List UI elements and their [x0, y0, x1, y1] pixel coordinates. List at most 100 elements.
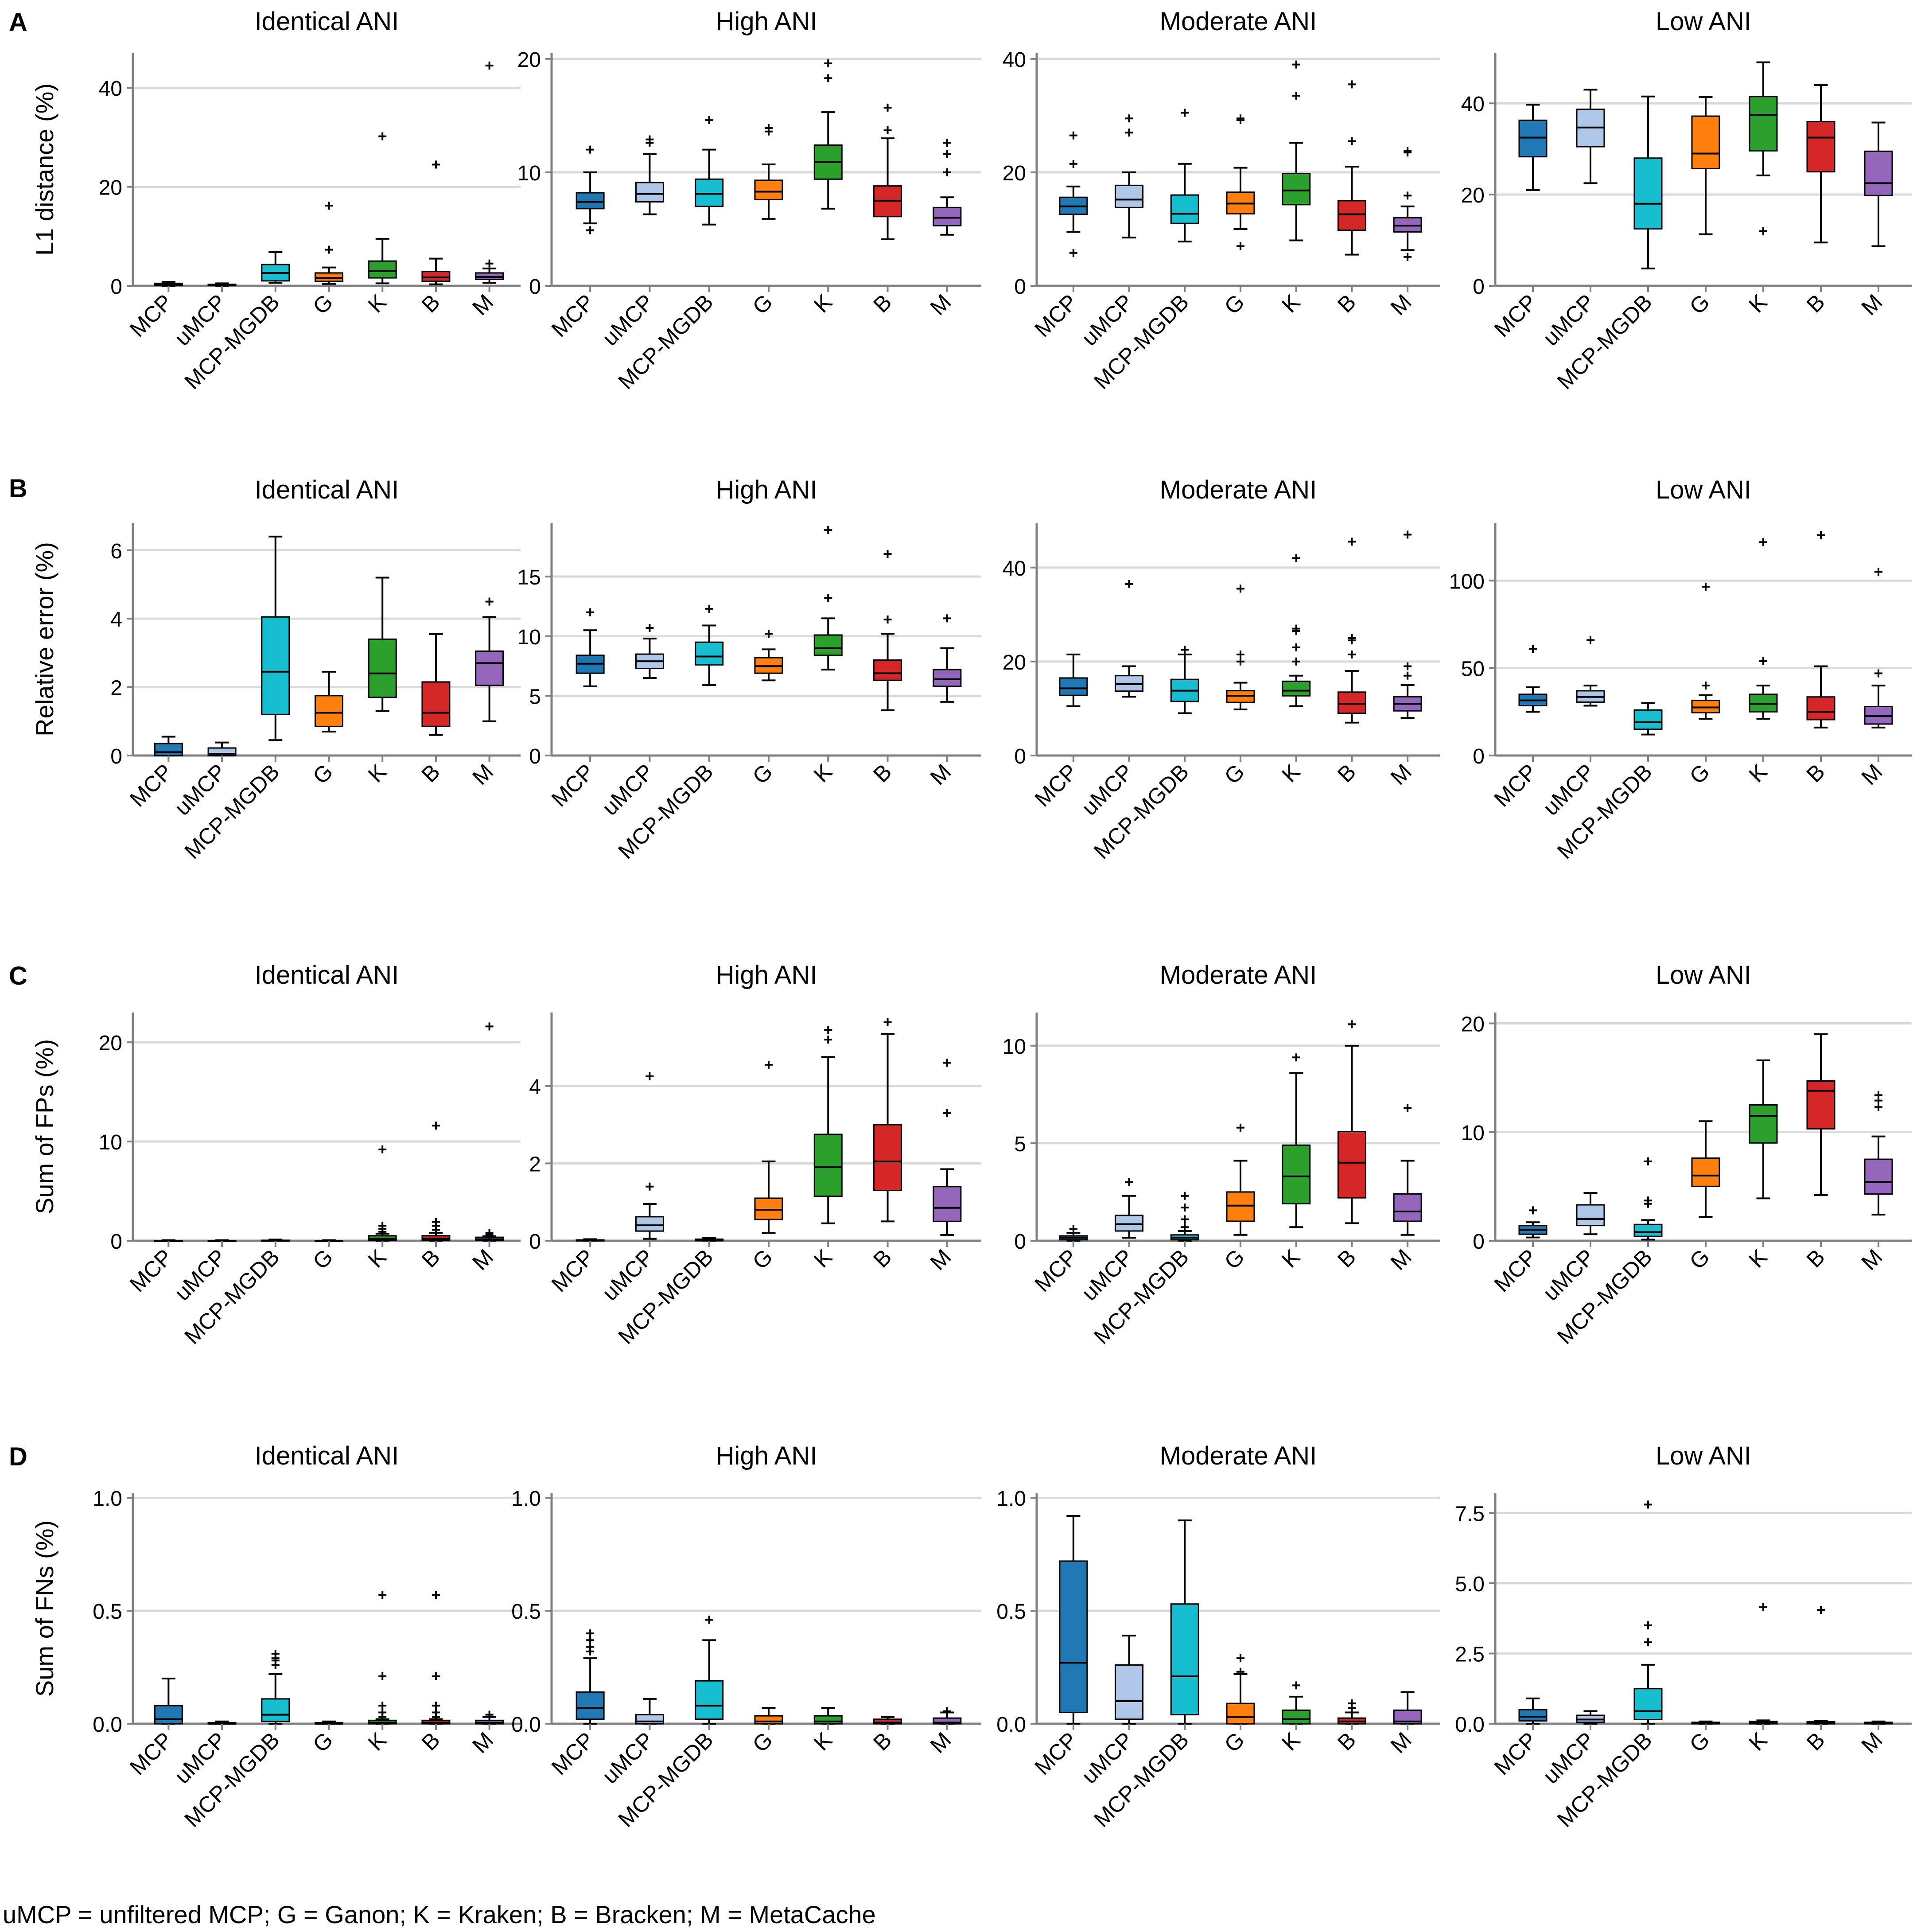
- flier: [1644, 1500, 1652, 1509]
- flier: [1644, 1621, 1652, 1630]
- box-MCP: [1059, 653, 1088, 707]
- y-tick-label: 4: [110, 608, 122, 631]
- flier: [1348, 137, 1356, 145]
- y-tick-label: 20: [99, 176, 122, 200]
- box-K: [813, 1026, 843, 1224]
- flier: [1759, 657, 1767, 665]
- y-tick-label: 50: [1461, 658, 1485, 681]
- flier: [1874, 1091, 1882, 1099]
- flier: [943, 1109, 951, 1117]
- flier: [1237, 1654, 1244, 1663]
- box-body: [1749, 1104, 1778, 1144]
- box-B: [1806, 1606, 1835, 1725]
- box-MCP-MGDB: [1170, 109, 1199, 243]
- x-tick-label: M: [1857, 289, 1887, 320]
- box-body: [1576, 1204, 1605, 1227]
- box-uMCP: [1576, 636, 1605, 707]
- box-body: [1337, 691, 1366, 714]
- y-tick-label: 0.0: [1455, 1713, 1485, 1737]
- flier: [943, 1059, 951, 1067]
- x-tick-label: G: [748, 759, 778, 789]
- box-K: [813, 1707, 843, 1725]
- flier: [1125, 129, 1133, 137]
- flier: [943, 168, 951, 176]
- subplot-title: Low ANI: [1656, 7, 1751, 36]
- panel-D: D Sum of FNs (%) Identical ANI 0.0 0.5 1.0 MCP…: [9, 1441, 1912, 1832]
- box-body: [1691, 115, 1720, 169]
- box-body: [1059, 677, 1088, 696]
- box-G: [315, 202, 343, 285]
- box-K: [1749, 61, 1778, 235]
- x-tick-label: K: [1744, 1727, 1772, 1755]
- flier: [1348, 634, 1356, 642]
- subplot-title: Low ANI: [1656, 475, 1751, 504]
- y-tick-label: 0: [1014, 275, 1026, 299]
- box-body: [575, 1691, 605, 1720]
- flier: [943, 614, 951, 623]
- box-body: [1226, 1702, 1255, 1725]
- box-body: [261, 1698, 290, 1722]
- box-body: [421, 271, 451, 282]
- x-tick-label: G: [1685, 1244, 1715, 1274]
- box-M: [1864, 1720, 1893, 1725]
- x-tick-label: MCP: [1489, 289, 1542, 342]
- box-body: [1749, 96, 1778, 152]
- y-tick-label: 20: [517, 48, 541, 72]
- flier: [1348, 1699, 1356, 1708]
- box-body: [154, 743, 183, 756]
- box-body: [315, 695, 343, 727]
- box-uMCP: [1576, 89, 1605, 184]
- box-M: [933, 1707, 962, 1725]
- x-tick-label: K: [363, 759, 391, 787]
- box-M: [475, 61, 504, 284]
- box-M: [933, 614, 962, 703]
- y-tick-label: 15: [517, 566, 541, 589]
- y-tick-label: 6: [110, 540, 122, 563]
- x-tick-label: M: [1386, 289, 1416, 320]
- flier: [1292, 92, 1300, 100]
- box-M: [933, 139, 962, 236]
- y-tick-label: 0: [1473, 275, 1485, 299]
- x-tick-label: MCP: [547, 759, 599, 811]
- x-tick-label: M: [1857, 759, 1887, 790]
- x-tick-label: M: [1857, 1727, 1887, 1758]
- flier: [1292, 624, 1300, 633]
- box-B: [1806, 531, 1835, 728]
- x-tick-label: K: [1744, 1244, 1772, 1272]
- flier: [1237, 657, 1244, 666]
- box-body: [1806, 1080, 1835, 1130]
- flier: [1702, 583, 1710, 591]
- flier: [485, 1022, 494, 1031]
- flier: [1125, 114, 1133, 123]
- flier: [485, 1710, 494, 1719]
- flier: [1237, 242, 1244, 250]
- flier: [432, 1122, 440, 1130]
- flier: [1069, 160, 1077, 168]
- flier: [1069, 1225, 1077, 1233]
- flier: [325, 245, 333, 254]
- box-K: [368, 1145, 397, 1242]
- box-MCP-MGDB: [1633, 1157, 1663, 1241]
- y-tick-label: 0: [1014, 1230, 1026, 1254]
- panel-letter: D: [9, 1442, 27, 1471]
- y-tick-label: 40: [1461, 93, 1485, 116]
- flier: [378, 1145, 387, 1153]
- x-tick-label: B: [417, 1244, 445, 1272]
- box-uMCP: [207, 741, 237, 756]
- x-tick-label: MCP: [1489, 759, 1542, 811]
- flier: [1874, 669, 1882, 678]
- flier: [1125, 1178, 1133, 1186]
- x-tick-label: G: [1220, 1244, 1249, 1274]
- subplot-title: Moderate ANI: [1160, 475, 1317, 504]
- flier: [1529, 1206, 1537, 1215]
- x-tick-label: K: [809, 1244, 837, 1272]
- flier: [432, 1591, 440, 1599]
- flier: [1069, 249, 1077, 257]
- box-body: [933, 206, 962, 226]
- x-tick-label: B: [868, 1244, 896, 1272]
- box-body: [1691, 1157, 1720, 1187]
- box-MCP-MGDB: [695, 1237, 724, 1242]
- box-body: [1337, 1131, 1366, 1199]
